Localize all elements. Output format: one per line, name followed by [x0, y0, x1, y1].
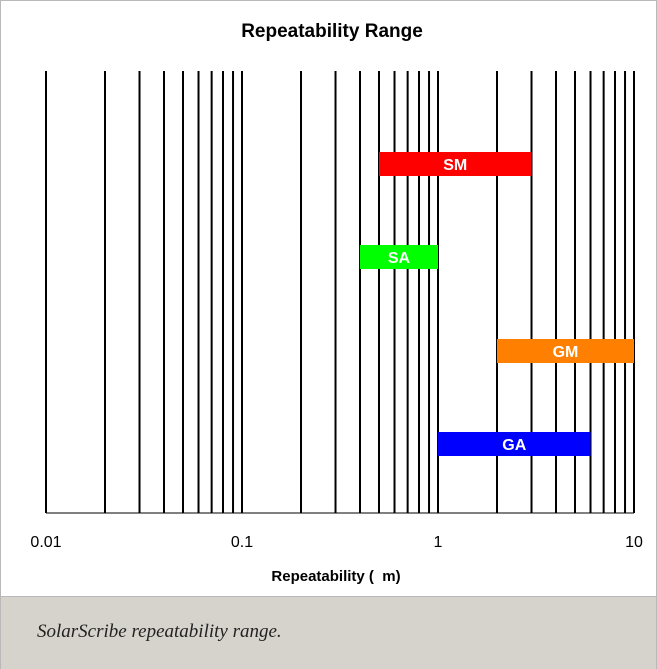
chart-title: Repeatability Range	[241, 21, 423, 42]
range-bars: SM SA GM GA	[360, 152, 634, 456]
x-tick-label: 0.1	[231, 534, 253, 551]
range-bar-label-sm: SM	[443, 157, 467, 174]
range-bar-label-sa: SA	[388, 250, 411, 267]
range-bar-label-gm: GM	[553, 344, 579, 361]
x-tick-labels: 0.01 0.1 1 10	[30, 534, 643, 551]
range-bar-sm	[378, 152, 532, 176]
chart-area: Repeatability Range SM SA GM GA 0.01 0.1 1 10 …	[1, 1, 656, 596]
x-axis-label: Repeatability ( m)	[271, 568, 400, 585]
figure-caption: SolarScribe repeatability range.	[37, 621, 282, 642]
range-bar-sa	[360, 245, 438, 269]
range-bar-label-ga: GA	[502, 437, 526, 454]
x-tick-label: 1	[434, 534, 443, 551]
x-tick-label: 10	[625, 534, 643, 551]
range-bar-gm	[497, 339, 634, 363]
caption-box: SolarScribe repeatability range.	[1, 596, 656, 669]
range-bar-ga	[438, 432, 591, 456]
x-tick-label: 0.01	[30, 534, 61, 551]
